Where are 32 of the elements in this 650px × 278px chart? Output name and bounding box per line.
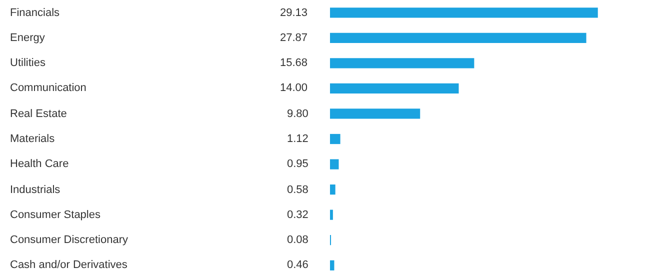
data-label: 0.32 [287, 209, 308, 221]
bar [330, 184, 336, 195]
y-tick-label: Energy [10, 32, 46, 44]
bar [330, 108, 420, 119]
y-tick-label: Consumer Staples [10, 209, 101, 221]
bar [330, 159, 339, 170]
y-tick-label: Real Estate [10, 108, 67, 120]
data-label: 15.68 [280, 57, 308, 69]
data-label: 29.13 [280, 7, 308, 19]
bar [330, 83, 459, 94]
y-tick-label: Consumer Discretionary [10, 234, 128, 246]
bar [330, 210, 333, 220]
data-label: 27.87 [280, 32, 308, 44]
y-tick-label: Health Care [10, 158, 69, 170]
bar [330, 134, 340, 144]
data-label: 0.46 [287, 259, 308, 271]
y-tick-label: Financials [10, 7, 60, 19]
data-label: 0.58 [287, 184, 308, 196]
y-tick-label: Materials [10, 133, 56, 145]
y-tick-label: Utilities [10, 57, 46, 69]
data-label: 0.95 [287, 158, 308, 170]
y-tick-label: Industrials [10, 184, 61, 196]
data-label: 9.80 [287, 108, 308, 120]
data-label: 1.12 [287, 133, 308, 145]
data-label: 0.08 [287, 234, 308, 246]
y-tick-label: Cash and/or Derivatives [10, 259, 128, 271]
bar [330, 8, 598, 18]
bar [330, 260, 334, 270]
data-label: 14.00 [280, 82, 308, 94]
y-tick-label: Communication [10, 82, 86, 94]
bar [330, 32, 586, 43]
bar [330, 58, 474, 68]
